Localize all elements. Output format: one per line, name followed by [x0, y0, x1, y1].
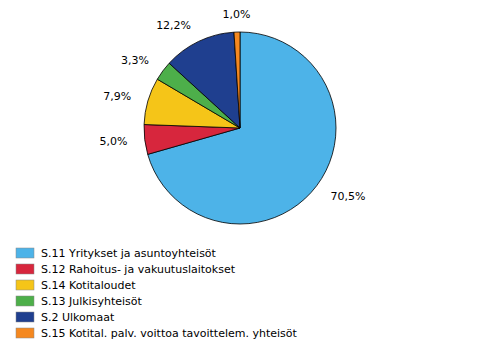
data-label: 70,5% [330, 190, 365, 203]
legend-swatch [16, 248, 34, 258]
legend-swatch [16, 264, 34, 274]
data-label: 1,0% [222, 8, 250, 21]
legend-swatch [16, 312, 34, 322]
legend-label: S.2 Ulkomaat [41, 311, 115, 324]
data-labels: 70,5% 5,0% 7,9% 3,3% 12,2% 1,0% [100, 8, 366, 202]
legend-swatch [16, 296, 34, 306]
chart-container: 70,5% 5,0% 7,9% 3,3% 12,2% 1,0% S.11 Yritykset… [0, 0, 480, 360]
chart: 70,5% 5,0% 7,9% 3,3% 12,2% 1,0% S.11 Yritykset… [0, 0, 480, 360]
pie-slice [169, 32, 240, 128]
legend-label: S.13 Julkisyhteisöt [41, 295, 142, 308]
pie-slice [234, 32, 240, 128]
pie-slice [144, 125, 240, 155]
data-label: 3,3% [121, 54, 149, 67]
data-label: 7,9% [103, 90, 131, 103]
legend-swatch [16, 328, 34, 338]
legend-swatch [16, 280, 34, 290]
legend-label: S.15 Kotital. palv. voittoa tavoittelem.… [41, 327, 298, 340]
data-label: 12,2% [156, 19, 191, 32]
legend-label: S.14 Kotitaloudet [41, 279, 136, 292]
legend-label: S.11 Yritykset ja asuntoyhteisöt [41, 247, 217, 260]
legend-label: S.12 Rahoitus- ja vakuutuslaitokset [41, 263, 236, 276]
slices [144, 32, 336, 224]
legend: S.11 Yritykset ja asuntoyhteisöt S.12 Rah… [16, 247, 298, 340]
data-label: 5,0% [100, 135, 128, 148]
